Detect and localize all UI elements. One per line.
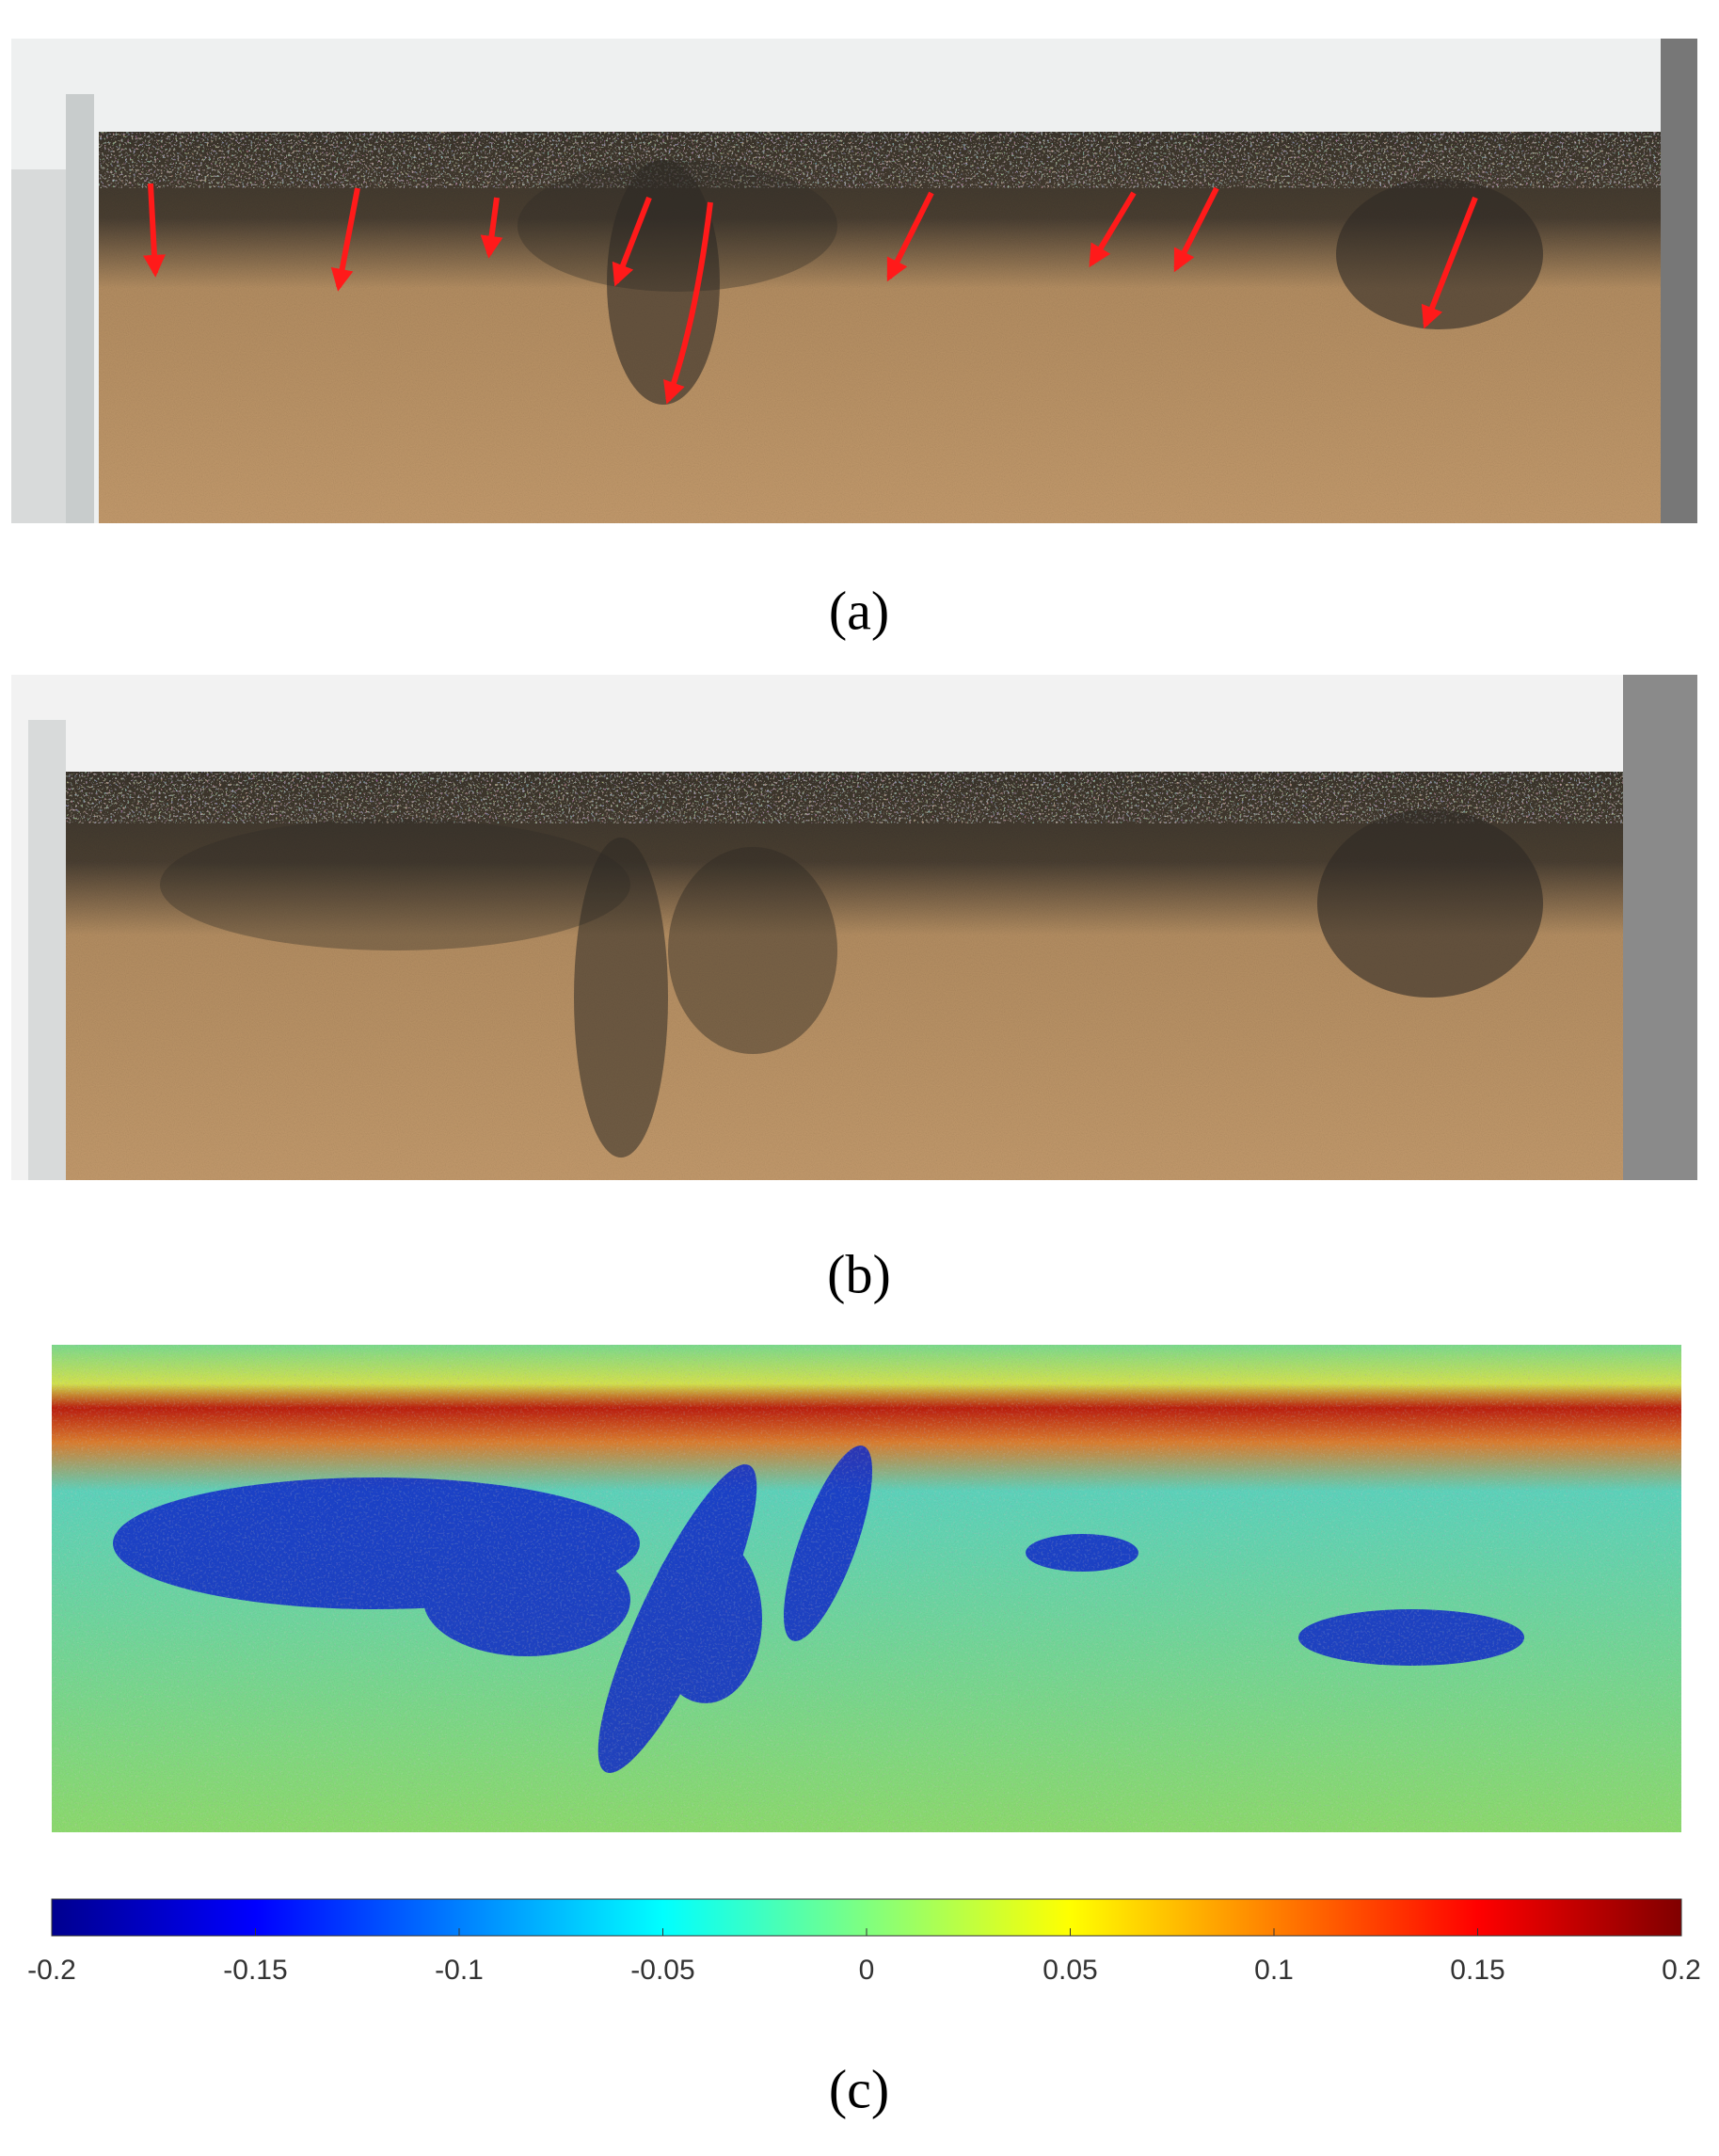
panel-label: (a) — [829, 580, 889, 641]
colorbar-tick-label: -0.05 — [630, 1955, 694, 1986]
photo-b — [11, 675, 1697, 1180]
colorbar-tick-label: -0.15 — [223, 1955, 287, 1986]
colorbar-tick-label: -0.2 — [27, 1955, 76, 1986]
colorbar-tick-label: 0 — [859, 1955, 875, 1986]
panel-label: (b) — [827, 1243, 891, 1304]
colorbar-tick-label: 0.05 — [1043, 1955, 1097, 1986]
panel-label: (c) — [829, 2058, 889, 2119]
colorbar-tick-label: 0.1 — [1254, 1955, 1294, 1986]
photo-a — [11, 39, 1697, 523]
strain-map — [52, 1345, 1681, 1832]
colorbar-tick-label: -0.1 — [435, 1955, 484, 1986]
colorbar-tick-label: 0.15 — [1450, 1955, 1504, 1986]
colorbar-tick-label: 0.2 — [1662, 1955, 1701, 1986]
